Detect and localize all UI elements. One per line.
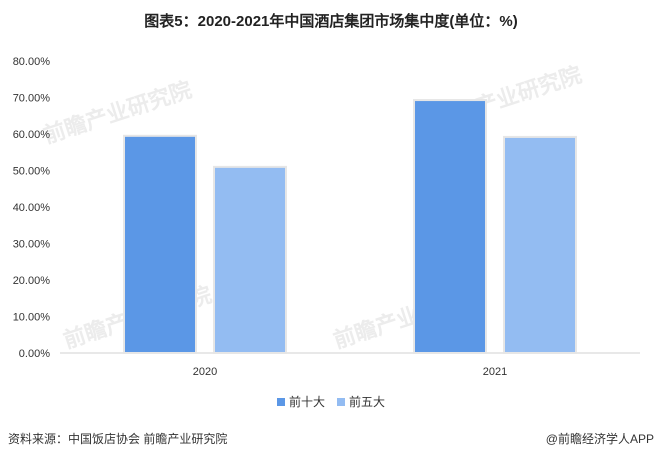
- y-tick-label: 40.00%: [13, 202, 51, 214]
- legend-swatch-1: [276, 397, 285, 406]
- footer: 资料来源：中国饭店协会 前瞻产业研究院 @前瞻经济学人APP: [8, 430, 654, 447]
- y-tick-label: 80.00%: [13, 56, 51, 68]
- legend-label-2: 前五大: [349, 395, 386, 409]
- y-tick-label: 0.00%: [19, 348, 50, 360]
- x-tick-label: 2020: [193, 366, 217, 378]
- legend-item-series-2: 前五大: [337, 393, 385, 410]
- bar-2021-series-2: [503, 135, 577, 354]
- y-tick-label: 20.00%: [13, 275, 51, 287]
- y-tick-label: 70.00%: [13, 93, 51, 105]
- bar-2020-series-2: [213, 165, 287, 354]
- y-tick-label: 30.00%: [13, 239, 51, 251]
- y-tick-label: 50.00%: [13, 166, 51, 178]
- y-tick-label: 10.00%: [13, 312, 51, 324]
- legend: 前十大 前五大: [0, 393, 662, 410]
- bar-2020-series-1: [123, 134, 197, 354]
- chart-title: 图表5：2020-2021年中国酒店集团市场集中度(单位：%): [144, 13, 518, 30]
- x-tick-label: 2021: [483, 366, 507, 378]
- bar-chart: 0.00% 10.00% 20.00% 30.00% 40.00% 50.00% 60.00…: [13, 56, 640, 378]
- bar-2021-series-1: [413, 99, 487, 355]
- source-text: 资料来源：中国饭店协会 前瞻产业研究院: [8, 432, 228, 446]
- y-tick-label: 60.00%: [13, 129, 51, 141]
- legend-item-series-1: 前十大: [276, 393, 325, 410]
- credit-text: @前瞻经济学人APP: [545, 432, 654, 446]
- legend-swatch-2: [337, 397, 345, 406]
- legend-label-1: 前十大: [288, 395, 325, 409]
